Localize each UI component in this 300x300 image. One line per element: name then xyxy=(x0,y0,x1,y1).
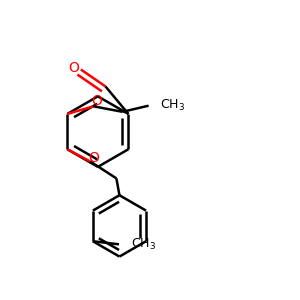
Text: O: O xyxy=(92,94,103,108)
Text: O: O xyxy=(88,152,99,165)
Text: CH$_3$: CH$_3$ xyxy=(160,98,185,113)
Text: CH$_3$: CH$_3$ xyxy=(130,237,156,252)
Text: O: O xyxy=(69,61,80,75)
